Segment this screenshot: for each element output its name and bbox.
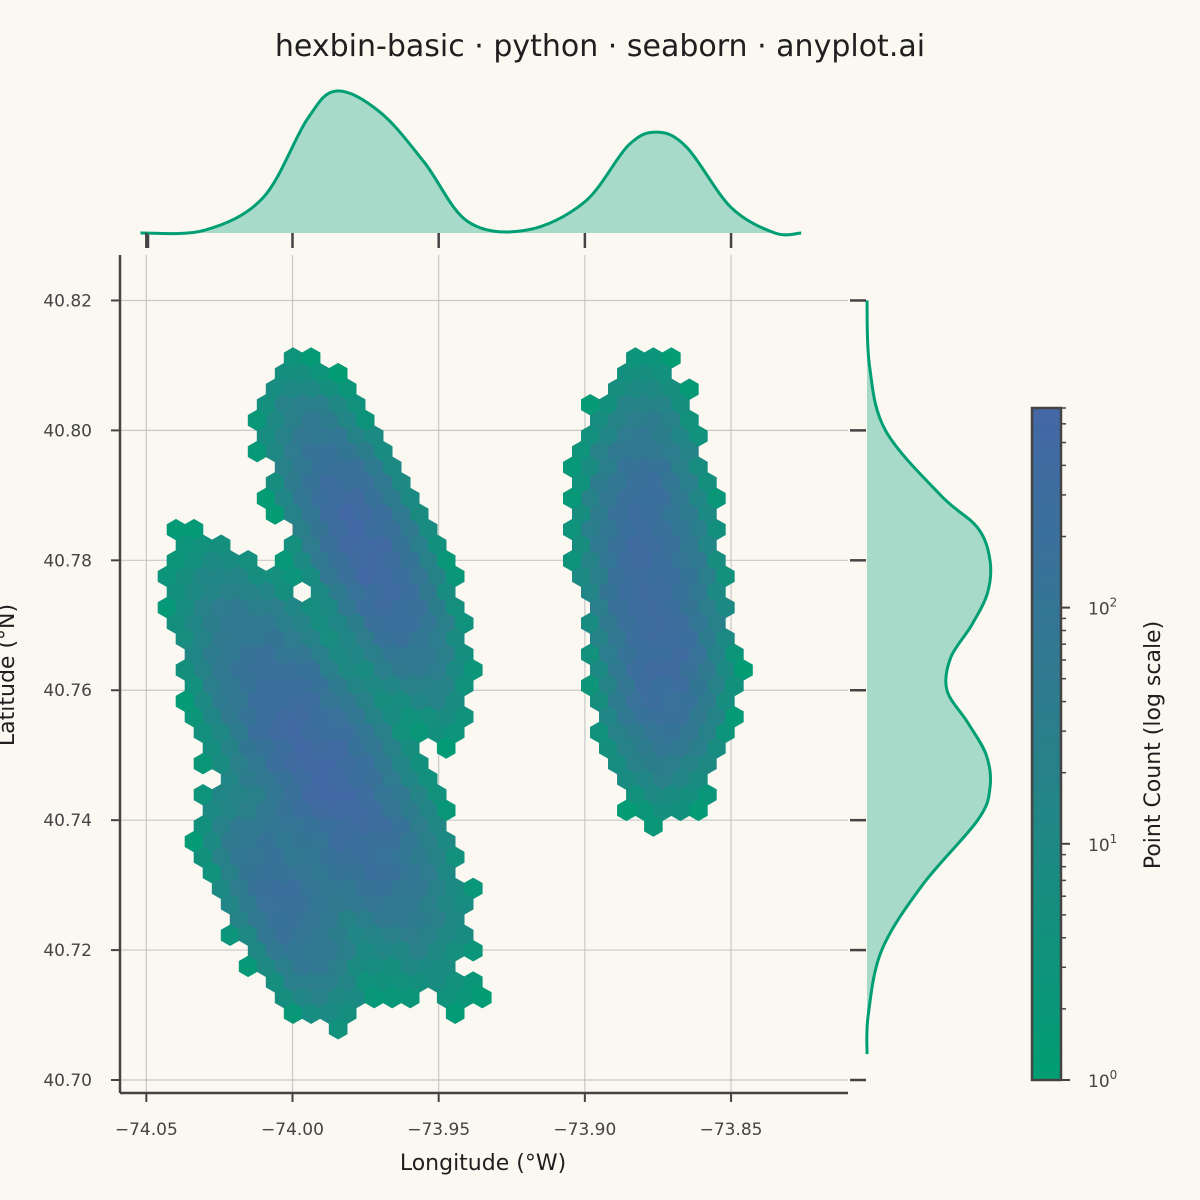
hexbin-cells <box>157 347 753 1040</box>
y-axis-label: Latitude (°N) <box>0 604 20 746</box>
hexbin-cell <box>644 815 663 837</box>
colorbar-gradient <box>1030 406 1063 1082</box>
hexbin-cell <box>400 986 420 1009</box>
colorbar: 100 101 102 Point Count (log scale) <box>1030 406 1166 1092</box>
marginal-top-density <box>140 89 802 248</box>
hexbin-cell <box>689 799 708 822</box>
main-axes <box>118 255 848 1095</box>
marginal-right-density <box>850 299 993 1082</box>
x-tick-label: −74.00 <box>261 1120 324 1140</box>
x-tick-label: −73.95 <box>407 1120 470 1140</box>
marginal-x-fill <box>140 90 802 235</box>
y-tick-label: 40.82 <box>43 291 92 311</box>
y-ticks: 40.70 40.72 40.74 40.76 40.78 40.80 40.82 <box>43 291 120 1091</box>
y-tick-label: 40.72 <box>43 941 92 961</box>
marginal-y-line <box>865 300 993 1055</box>
hexbin-cell <box>445 1002 465 1024</box>
marginal-x-line <box>140 89 802 237</box>
colorbar-label: Point Count (log scale) <box>1141 621 1166 869</box>
y-tick-label: 40.74 <box>43 811 92 831</box>
colorbar-tick-label: 100 <box>1088 1068 1117 1092</box>
marginal-y-fill <box>866 300 991 1055</box>
x-tick-label: −73.85 <box>700 1120 763 1140</box>
y-tick-label: 40.78 <box>43 551 92 571</box>
hexbin-cell <box>436 737 456 759</box>
hexbin-cell <box>328 1018 348 1040</box>
y-tick-label: 40.76 <box>43 681 92 701</box>
hexbin-cell <box>472 986 492 1009</box>
y-tick-label: 40.70 <box>43 1071 92 1091</box>
y-tick-label: 40.80 <box>43 421 92 441</box>
colorbar-ticks: 100 101 102 <box>1061 407 1117 1092</box>
x-ticks: −74.05 −74.00 −73.95 −73.90 −73.85 <box>115 1093 763 1140</box>
x-tick-label: −73.90 <box>553 1120 616 1140</box>
colorbar-tick-label: 102 <box>1088 596 1117 620</box>
chart-title: hexbin-basic · python · seaborn · anyplo… <box>275 29 925 64</box>
colorbar-tick-label: 101 <box>1088 832 1117 856</box>
x-axis-label: Longitude (°W) <box>400 1151 566 1176</box>
x-tick-label: −74.05 <box>115 1120 178 1140</box>
hexbin-cell <box>463 940 483 962</box>
